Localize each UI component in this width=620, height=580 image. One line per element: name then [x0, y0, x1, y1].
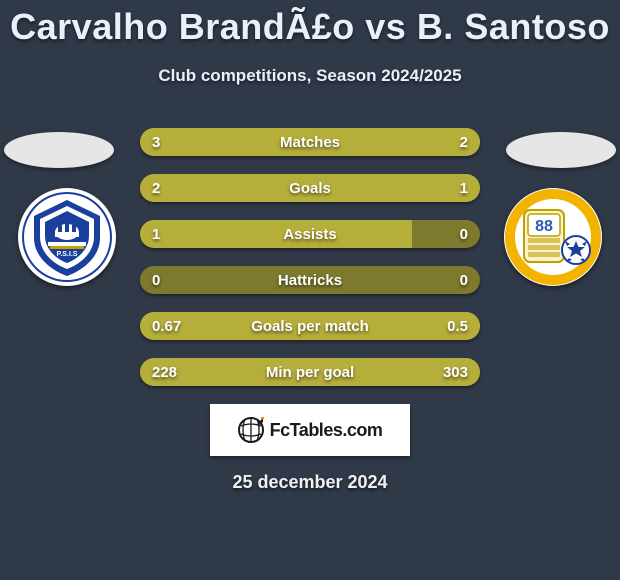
svg-text:P.S.I.S: P.S.I.S	[57, 251, 78, 258]
player-left-name: Carvalho BrandÃ£o	[10, 6, 355, 47]
stat-bars-container: 32Matches 21Goals 10Assists 00Hattricks 0.67…	[140, 128, 480, 386]
stat-row: 10Assists	[140, 220, 480, 248]
stat-label: Goals per match	[140, 312, 480, 340]
player-right-name: B. Santoso	[417, 6, 610, 47]
stat-label: Goals	[140, 174, 480, 202]
club-crest-right: 88	[504, 188, 602, 286]
fctables-watermark: FcTables.com	[210, 404, 410, 456]
fctables-text: FcTables.com	[270, 420, 383, 441]
stat-row: 0.670.5Goals per match	[140, 312, 480, 340]
comparison-title: Carvalho BrandÃ£o vs B. Santoso	[0, 0, 620, 48]
shadow-ellipse-left	[4, 132, 114, 168]
stat-label: Hattricks	[140, 266, 480, 294]
shadow-ellipse-right	[506, 132, 616, 168]
stat-label: Min per goal	[140, 358, 480, 386]
svg-text:88: 88	[535, 218, 553, 235]
club-crest-left: P.S.I.S	[18, 188, 116, 286]
stat-row: 00Hattricks	[140, 266, 480, 294]
barito-crest-icon: 88	[504, 188, 602, 286]
stat-row: 21Goals	[140, 174, 480, 202]
psis-crest-icon: P.S.I.S	[22, 192, 112, 282]
vs-text: vs	[365, 6, 406, 47]
stat-label: Assists	[140, 220, 480, 248]
snapshot-date: 25 december 2024	[0, 472, 620, 493]
stat-row: 228303Min per goal	[140, 358, 480, 386]
fctables-logo-icon	[238, 417, 264, 443]
stat-label: Matches	[140, 128, 480, 156]
season-subtitle: Club competitions, Season 2024/2025	[0, 66, 620, 86]
stat-row: 32Matches	[140, 128, 480, 156]
